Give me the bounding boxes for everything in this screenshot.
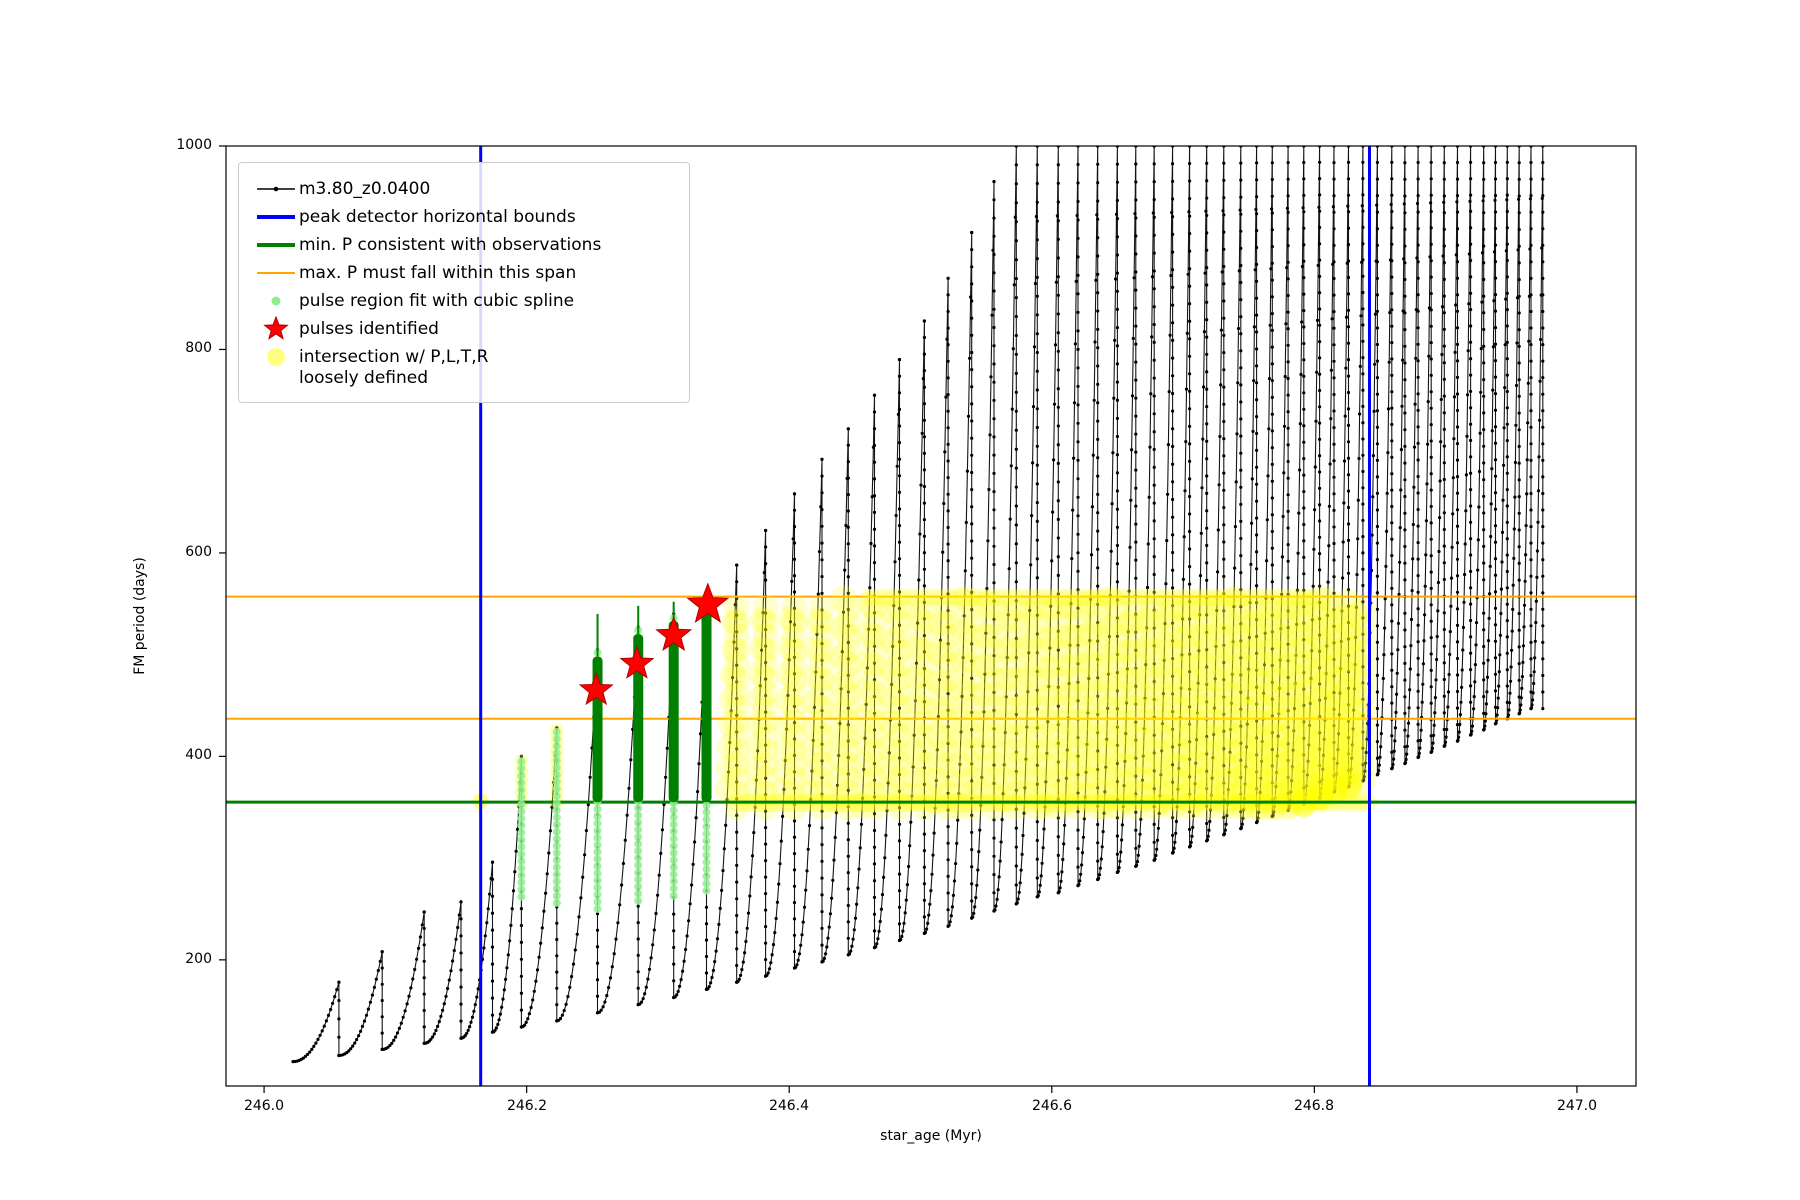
x-tick-label: 247.0 — [1556, 1098, 1598, 1114]
legend-label: pulse region fit with cubic spline — [299, 291, 575, 311]
legend-label: peak detector horizontal bounds — [299, 207, 576, 227]
x-tick-label: 246.0 — [243, 1098, 285, 1114]
lightgreen-dot-legend-marker-icon — [271, 296, 281, 306]
y-tick-label: 400 — [185, 747, 212, 763]
x-tick-label: 246.4 — [768, 1098, 810, 1114]
legend-entry-hline-orange: max. P must fall within this span — [253, 261, 675, 285]
x-tick-label: 246.2 — [506, 1098, 548, 1114]
legend-marker — [253, 261, 299, 285]
x-tick-label: 246.6 — [1031, 1098, 1073, 1114]
legend-entry-dot-yellow: intersection w/ P,L,T,R loosely defined — [253, 345, 675, 388]
legend-marker — [253, 345, 299, 369]
legend-marker — [253, 316, 299, 341]
yellow-dot-legend-marker-icon — [267, 348, 285, 366]
legend-label: max. P must fall within this span — [299, 263, 577, 283]
y-tick-label: 200 — [185, 951, 212, 967]
legend-marker — [253, 289, 299, 313]
legend-entry-hline-blue: peak detector horizontal bounds — [253, 205, 675, 229]
legend-entry-star-red: pulses identified — [253, 316, 675, 341]
y-axis-label: FM period (days) — [132, 557, 148, 675]
orange-line-legend-marker-icon — [257, 272, 295, 274]
legend-entry-hline-green: min. P consistent with observations — [253, 233, 675, 257]
red-star-legend-marker-icon — [263, 316, 289, 340]
green-line-legend-marker-icon — [257, 243, 295, 247]
x-axis-label: star_age (Myr) — [880, 1128, 982, 1144]
y-tick-label: 800 — [185, 340, 212, 356]
legend-label: pulses identified — [299, 319, 439, 339]
legend-entry-line-dot: m3.80_z0.0400 — [253, 177, 675, 201]
line-dot-legend-marker-icon — [257, 186, 295, 192]
blue-line-legend-marker-icon — [257, 215, 295, 219]
legend-label: intersection w/ P,L,T,R loosely defined — [299, 347, 489, 388]
legend-marker — [253, 205, 299, 229]
y-tick-label: 600 — [185, 544, 212, 560]
y-tick-label: 1000 — [176, 137, 212, 153]
x-tick-label: 246.8 — [1293, 1098, 1335, 1114]
legend-label: m3.80_z0.0400 — [299, 179, 431, 199]
legend-marker — [253, 233, 299, 257]
legend-entry-dot-lightgreen: pulse region fit with cubic spline — [253, 289, 675, 313]
legend-label: min. P consistent with observations — [299, 235, 602, 255]
legend-marker — [253, 177, 299, 201]
